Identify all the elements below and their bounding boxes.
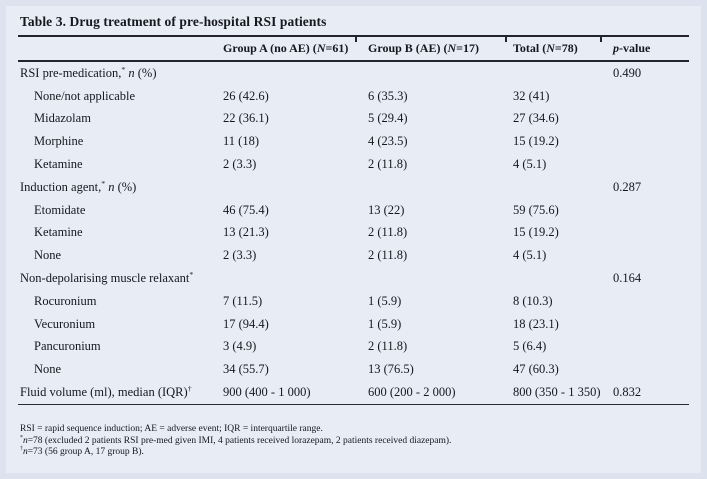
table-row: None 34 (55.7) 13 (76.5) 47 (60.3): [18, 358, 689, 381]
cell-label: Ketamine: [34, 225, 83, 240]
header-total: Total (N=78): [513, 41, 578, 55]
cell-group-a: 34 (55.7): [223, 362, 269, 377]
cell-total: 800 (350 - 1 350): [513, 385, 601, 400]
cell-group-b: 4 (23.5): [368, 134, 408, 149]
cell-p-value: 0.164: [613, 271, 642, 286]
table-row: Vecuronium 17 (94.4) 1 (5.9) 18 (23.1): [18, 313, 689, 336]
table-row: Pancuronium 3 (4.9) 2 (11.8) 5 (6.4): [18, 336, 689, 359]
table-row: Morphine 11 (18) 4 (23.5) 15 (19.2): [18, 130, 689, 153]
cell-total: 5 (6.4): [513, 339, 547, 354]
cell-p-value: 0.832: [613, 385, 642, 400]
cell-label: Vecuronium: [34, 316, 96, 331]
header-p-value: p-value: [613, 41, 651, 55]
table-row: RSI pre-medication,* n (%) 0.490: [18, 62, 689, 85]
cell-group-a: 7 (11.5): [223, 293, 263, 308]
header-group-b: Group B (AE) (N=17): [368, 41, 479, 55]
table-row: Rocuronium 7 (11.5) 1 (5.9) 8 (10.3): [18, 290, 689, 313]
column-divider-tick: [355, 37, 357, 42]
cell-label: Non-depolarising muscle relaxant*: [20, 269, 194, 286]
rule-bottom: [18, 403, 689, 406]
cell-group-a: 17 (94.4): [223, 316, 269, 331]
cell-total: 4 (5.1): [513, 248, 547, 263]
cell-total: 27 (34.6): [513, 111, 559, 126]
cell-group-a: 3 (4.9): [223, 339, 257, 354]
cell-p-value: 0.287: [613, 179, 642, 194]
cell-group-b: 600 (200 - 2 000): [368, 385, 456, 400]
cell-group-b: 13 (22): [368, 202, 405, 217]
table-container: Table 3. Drug treatment of pre-hospital …: [18, 6, 689, 473]
table-row: Ketamine 13 (21.3) 2 (11.8) 15 (19.2): [18, 222, 689, 245]
cell-group-a: 46 (75.4): [223, 202, 269, 217]
cell-p-value: 0.490: [613, 65, 642, 80]
cell-total: 47 (60.3): [513, 362, 559, 377]
cell-label: Midazolam: [34, 111, 91, 126]
rule-below-header: [18, 60, 689, 62]
footnote-dagger: †n=73 (56 group A, 17 group B).: [20, 446, 144, 458]
table-header-row: Group A (no AE) (N=61) Group B (AE) (N=1…: [18, 37, 689, 60]
cell-label: RSI pre-medication,* n (%): [20, 64, 157, 80]
cell-group-a: 2 (3.3): [223, 248, 257, 263]
cell-group-b: 2 (11.8): [368, 157, 408, 172]
cell-label: None: [34, 362, 62, 377]
cell-group-b: 1 (5.9): [368, 293, 402, 308]
column-divider-tick: [600, 37, 602, 42]
cell-group-a: 22 (36.1): [223, 111, 269, 126]
cell-group-b: 2 (11.8): [368, 225, 408, 240]
footnote-asterisk: *n=78 (excluded 2 patients RSI pre-med g…: [20, 434, 452, 446]
table-row: None/not applicable 26 (42.6) 6 (35.3) 32 (…: [18, 85, 689, 108]
footnote-abbreviations: RSI = rapid sequence induction; AE = adv…: [20, 424, 323, 435]
cell-total: 4 (5.1): [513, 157, 547, 172]
table-panel: Table 3. Drug treatment of pre-hospital …: [6, 6, 701, 473]
cell-label: Pancuronium: [34, 339, 101, 354]
table-row: Induction agent,* n (%) 0.287: [18, 176, 689, 199]
cell-total: 8 (10.3): [513, 293, 553, 308]
cell-group-b: 6 (35.3): [368, 88, 408, 103]
cell-group-a: 13 (21.3): [223, 225, 269, 240]
table-row: Fluid volume (ml), median (IQR)† 900 (400…: [18, 381, 689, 404]
table-row: Non-depolarising muscle relaxant* 0.164: [18, 267, 689, 290]
cell-total: 32 (41): [513, 88, 550, 103]
cell-label: Induction agent,* n (%): [20, 178, 137, 194]
cell-label: None/not applicable: [34, 88, 136, 103]
cell-label: None: [34, 248, 62, 263]
table-row: Midazolam 22 (36.1) 5 (29.4) 27 (34.6): [18, 108, 689, 131]
table-row: Etomidate 46 (75.4) 13 (22) 59 (75.6): [18, 199, 689, 222]
cell-label: Ketamine: [34, 157, 83, 172]
cell-label: Rocuronium: [34, 293, 97, 308]
cell-group-b: 1 (5.9): [368, 316, 402, 331]
table-body: RSI pre-medication,* n (%) 0.490 None/not …: [18, 62, 689, 404]
cell-total: 15 (19.2): [513, 225, 559, 240]
footnotes: RSI = rapid sequence induction; AE = adv…: [18, 424, 689, 459]
table-row: None 2 (3.3) 2 (11.8) 4 (5.1): [18, 244, 689, 267]
cell-label: Etomidate: [34, 202, 86, 217]
cell-group-b: 2 (11.8): [368, 248, 408, 263]
cell-total: 15 (19.2): [513, 134, 559, 149]
column-divider-tick: [505, 37, 507, 42]
cell-group-a: 11 (18): [223, 134, 259, 149]
cell-total: 18 (23.1): [513, 316, 559, 331]
cell-group-a: 2 (3.3): [223, 157, 257, 172]
cell-group-a: 26 (42.6): [223, 88, 269, 103]
cell-group-b: 5 (29.4): [368, 111, 408, 126]
cell-group-b: 2 (11.8): [368, 339, 408, 354]
table-row: Ketamine 2 (3.3) 2 (11.8) 4 (5.1): [18, 153, 689, 176]
header-group-a: Group A (no AE) (N=61): [223, 41, 349, 55]
cell-group-a: 900 (400 - 1 000): [223, 385, 311, 400]
cell-total: 59 (75.6): [513, 202, 559, 217]
rule-top: [18, 35, 689, 37]
cell-label: Fluid volume (ml), median (IQR)†: [20, 383, 192, 400]
table-caption: Table 3. Drug treatment of pre-hospital …: [20, 14, 327, 29]
cell-label: Morphine: [34, 134, 84, 149]
cell-group-b: 13 (76.5): [368, 362, 414, 377]
